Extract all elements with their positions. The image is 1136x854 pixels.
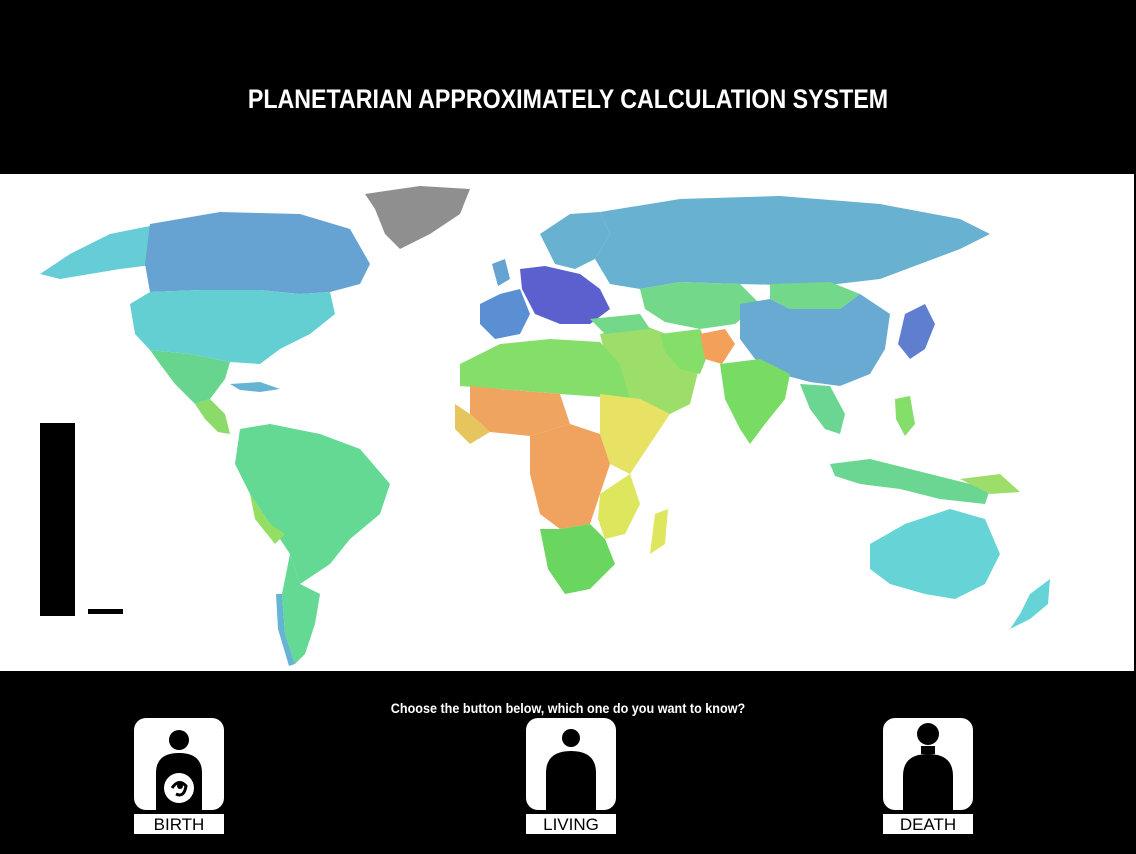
legend-marker [88, 609, 123, 614]
world-map-panel [0, 174, 1134, 671]
region-east-africa-horn[interactable] [600, 394, 670, 474]
region-chile[interactable] [276, 594, 295, 666]
region-central-africa[interactable] [530, 424, 610, 529]
legend-bar [40, 423, 75, 616]
region-iran[interactable] [660, 329, 710, 374]
region-central-america[interactable] [195, 399, 230, 434]
living-label[interactable]: LIVING [526, 814, 616, 834]
region-caribbean[interactable] [230, 382, 280, 392]
region-china[interactable] [740, 294, 890, 386]
region-mexico[interactable] [150, 350, 230, 404]
region-east-africa[interactable] [598, 474, 640, 539]
pregnant-person-icon [156, 730, 202, 810]
region-southern-africa[interactable] [540, 524, 615, 594]
person-icon [546, 729, 596, 810]
region-indonesia[interactable] [830, 459, 990, 504]
prompt-text: Choose the button below, which one do yo… [390, 700, 746, 716]
page-title: PLANETARIAN APPROXIMATELY CALCULATION SY… [247, 84, 889, 114]
living-choice[interactable]: LIVING [525, 718, 617, 834]
region-south-america-north[interactable] [235, 424, 390, 584]
region-greenland[interactable] [365, 186, 470, 249]
death-label[interactable]: DEATH [883, 814, 973, 834]
region-papua[interactable] [960, 474, 1020, 494]
region-sahel[interactable] [470, 386, 570, 436]
region-philippines[interactable] [895, 396, 915, 436]
region-united-states[interactable] [130, 290, 335, 364]
region-madagascar[interactable] [650, 509, 668, 554]
region-india[interactable] [720, 359, 790, 444]
region-russia[interactable] [595, 196, 990, 289]
region-afghanistan[interactable] [700, 329, 735, 364]
region-canada[interactable] [145, 212, 370, 294]
region-west-africa-coast[interactable] [455, 404, 490, 444]
birth-button[interactable] [134, 718, 224, 810]
death-button[interactable] [883, 718, 973, 810]
region-new-zealand[interactable] [1010, 579, 1050, 629]
living-button[interactable] [526, 718, 616, 810]
region-southeast-asia[interactable] [800, 384, 845, 434]
region-japan[interactable] [898, 304, 935, 359]
birth-choice[interactable]: BIRTH [133, 718, 225, 834]
region-scandinavia[interactable] [540, 212, 610, 269]
region-uk[interactable] [492, 259, 510, 286]
birth-label[interactable]: BIRTH [134, 814, 224, 834]
region-kazakhstan[interactable] [640, 282, 760, 329]
region-mongolia[interactable] [770, 282, 860, 309]
world-map [40, 186, 1050, 666]
death-choice[interactable]: DEATH [882, 718, 974, 834]
region-alaska[interactable] [40, 224, 170, 279]
region-australia[interactable] [870, 509, 1000, 599]
region-europe-central[interactable] [520, 266, 610, 324]
region-north-africa[interactable] [460, 339, 630, 399]
region-south-america-south[interactable] [282, 554, 320, 664]
person-icon [903, 723, 953, 810]
region-europe-west[interactable] [480, 289, 530, 339]
region-south-america-andes[interactable] [250, 494, 285, 544]
region-turkey[interactable] [590, 314, 650, 334]
